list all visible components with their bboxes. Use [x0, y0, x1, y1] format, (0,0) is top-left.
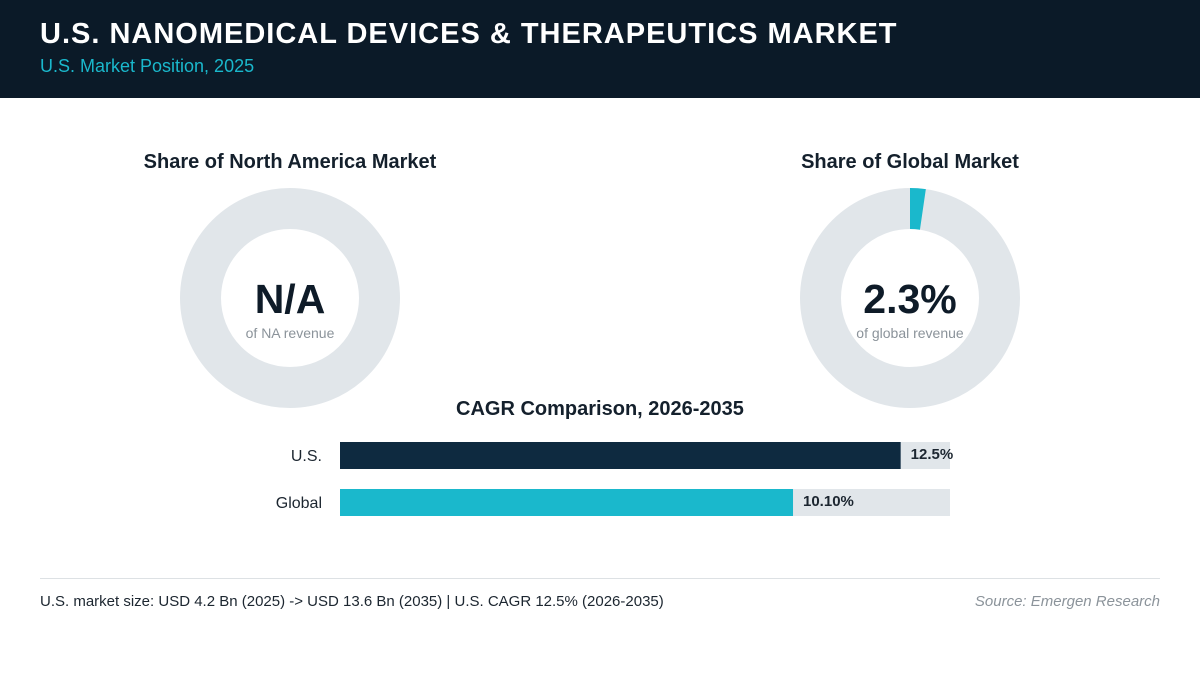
- global-donut-track: [800, 188, 1020, 408]
- na-donut-svg: [180, 188, 400, 408]
- global-share-title: Share of Global Market: [801, 151, 1019, 173]
- cagr-chart-title: CAGR Comparison, 2026-2035: [456, 398, 744, 420]
- global-donut-svg: [800, 188, 1020, 408]
- global-share-slice: [910, 188, 926, 230]
- cagr-category-label-1: Global: [276, 495, 322, 512]
- cagr-bar-0: [340, 442, 901, 469]
- na-donut-track: [180, 188, 400, 408]
- cagr-value-label-0: 12.5%: [911, 446, 954, 463]
- footer-source: Source: Emergen Research: [974, 593, 1160, 610]
- footer-note: U.S. market size: USD 4.2 Bn (2025) -> U…: [40, 593, 664, 610]
- global-share-donut: 2.3% of global revenue: [800, 188, 1020, 408]
- footer-divider: [40, 578, 1160, 579]
- page-subtitle: U.S. Market Position, 2025: [40, 56, 255, 76]
- cagr-category-label-0: U.S.: [291, 448, 322, 465]
- cagr-value-label-1: 10.10%: [803, 493, 854, 510]
- na-share-donut: N/A of NA revenue: [180, 188, 400, 408]
- na-share-title: Share of North America Market: [143, 151, 437, 173]
- cagr-bar-1: [340, 489, 794, 516]
- header-banner: U.S. NANOMEDICAL DEVICES & THERAPEUTICS …: [0, 0, 1200, 98]
- cagr-bar-chart: U.S. 12.5% Global 10.10%: [276, 442, 954, 516]
- page-title: U.S. NANOMEDICAL DEVICES & THERAPEUTICS …: [40, 18, 898, 50]
